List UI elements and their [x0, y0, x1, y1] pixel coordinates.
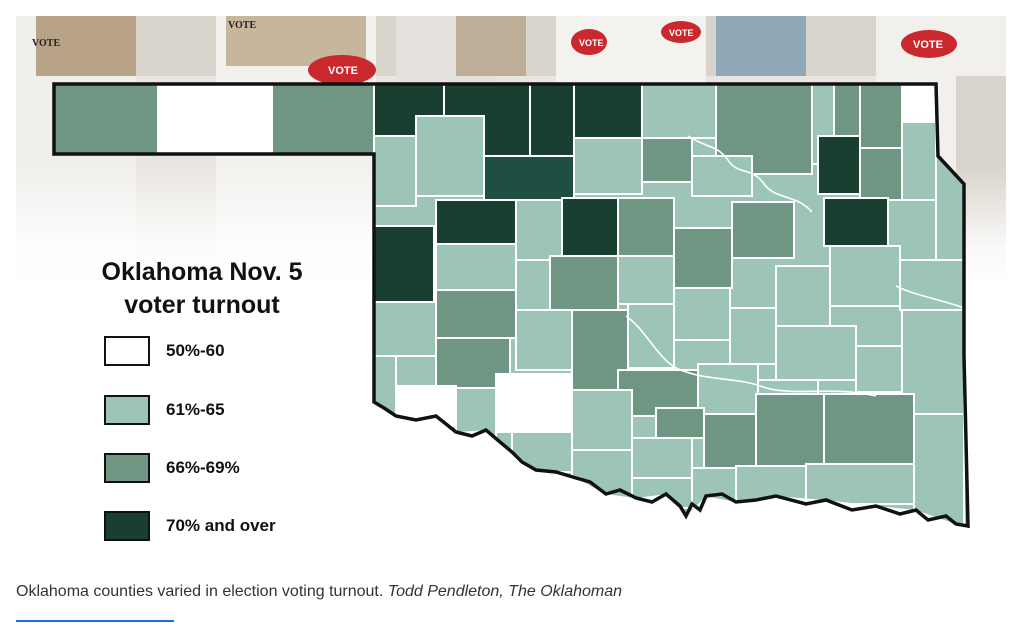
state-outline — [52, 82, 970, 529]
legend-swatch — [104, 395, 150, 425]
county-noble — [641, 137, 693, 183]
oklahoma-county-map — [52, 82, 970, 529]
caption-underline — [16, 620, 174, 622]
legend-label: 66%-69% — [166, 458, 240, 477]
county-kingfisher — [561, 197, 619, 257]
turnout-map-figure: VOTE VOTE VOTE VOTE VOTE VOTE — [16, 16, 1006, 556]
county-carter — [631, 437, 693, 479]
county-choctaw — [805, 463, 915, 505]
legend-swatch — [104, 511, 150, 541]
county-adair — [899, 259, 965, 311]
county-mcintosh — [729, 307, 777, 365]
county-sequoyah — [829, 245, 901, 307]
county-pontotoc — [697, 363, 759, 415]
county-pushmataha — [823, 393, 915, 465]
county-mccurtain — [913, 413, 965, 525]
county-lincoln — [617, 255, 675, 305]
legend-title-line2: voter turnout — [124, 291, 280, 319]
county-ellis — [373, 135, 417, 207]
county-alfalfa — [529, 84, 575, 157]
county-muskogee — [775, 265, 831, 327]
county-cotton — [511, 431, 573, 473]
river — [687, 135, 813, 213]
legend-label: 50%-60 — [166, 341, 225, 360]
river — [625, 315, 877, 397]
county-pawnee — [691, 155, 753, 197]
county-beckham — [373, 301, 437, 357]
county-kay — [641, 84, 717, 139]
county-texas — [157, 84, 273, 155]
county-mayes — [859, 147, 903, 201]
county-murray — [655, 407, 705, 439]
figure-caption: Oklahoma counties varied in election vot… — [16, 583, 622, 601]
caption-text: Oklahoma counties varied in election vot… — [16, 583, 384, 600]
county-mcclain — [627, 303, 675, 369]
county-major — [483, 155, 575, 201]
county-roger-mills — [373, 225, 435, 303]
county-okmulgee — [673, 287, 731, 341]
county-cimarron — [54, 84, 159, 155]
county-stephens — [571, 389, 633, 451]
legend-label: 70% and over — [166, 516, 276, 535]
county-canadian — [515, 259, 551, 311]
county-garfield — [573, 137, 643, 195]
legend-label: 61%-65 — [166, 400, 225, 419]
legend-swatch — [104, 336, 150, 366]
county-atoka — [755, 393, 825, 467]
county-grant — [573, 84, 643, 139]
county-oklahoma — [549, 255, 619, 311]
county-tillman — [455, 387, 497, 449]
county-washita — [435, 289, 517, 339]
county-ottawa — [901, 84, 937, 123]
county-blaine — [515, 199, 563, 261]
county-woodward — [415, 115, 485, 197]
county-comanche — [495, 373, 573, 433]
county-haskell — [775, 325, 857, 381]
legend-title: Oklahoma Nov. 5 voter turnout — [82, 256, 322, 322]
photo-credit: Todd Pendleton, The Oklahoman — [387, 583, 623, 600]
county-custer — [435, 243, 517, 291]
county-dewey — [435, 199, 517, 245]
county-craig — [859, 84, 903, 149]
legend-title-line1: Oklahoma Nov. 5 — [101, 258, 303, 286]
county-harmon — [395, 385, 457, 427]
county-tulsa — [823, 197, 889, 247]
county-latimer — [855, 345, 903, 393]
county-caddo — [515, 309, 573, 371]
county-delaware — [901, 121, 937, 203]
county-creek — [673, 227, 733, 289]
county-love — [631, 477, 693, 509]
county-wagoner — [731, 201, 795, 259]
county-beaver — [271, 84, 375, 155]
legend-swatch — [104, 453, 150, 483]
county-rogers — [817, 135, 861, 195]
county-nowata — [833, 84, 861, 137]
county-payne — [617, 197, 675, 257]
county-johnston — [703, 413, 757, 469]
river — [895, 285, 965, 309]
county-marshall — [691, 467, 737, 509]
